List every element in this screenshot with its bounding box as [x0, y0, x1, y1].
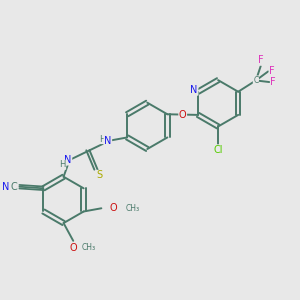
- Text: F: F: [271, 77, 276, 87]
- Text: N: N: [190, 85, 198, 95]
- Text: Cl: Cl: [213, 145, 223, 155]
- Text: F: F: [269, 66, 275, 76]
- Text: O: O: [179, 110, 187, 120]
- Text: N: N: [104, 136, 112, 146]
- Text: CH₃: CH₃: [81, 243, 95, 252]
- Text: C: C: [253, 76, 259, 85]
- Text: H: H: [59, 160, 66, 169]
- Text: N: N: [64, 155, 72, 165]
- Text: C: C: [11, 182, 18, 192]
- Text: H: H: [99, 135, 106, 144]
- Text: F: F: [258, 55, 263, 65]
- Text: CH₃: CH₃: [125, 204, 140, 213]
- Text: O: O: [110, 203, 117, 213]
- Text: N: N: [2, 182, 10, 192]
- Text: S: S: [96, 170, 102, 180]
- Text: O: O: [69, 243, 77, 253]
